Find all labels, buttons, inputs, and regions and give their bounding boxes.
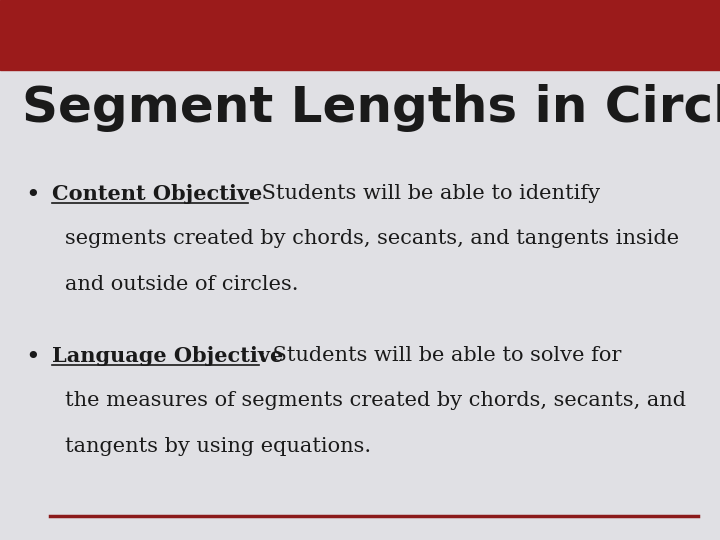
Text: the measures of segments created by chords, secants, and: the measures of segments created by chor… — [65, 392, 685, 410]
Text: Language Objective: Language Objective — [52, 346, 283, 366]
Text: : Students will be able to solve for: : Students will be able to solve for — [259, 346, 621, 365]
Text: Segment Lengths in Circles: Segment Lengths in Circles — [22, 84, 720, 132]
Text: Content Objective: Content Objective — [52, 184, 262, 204]
Bar — [0, 0, 720, 70]
Text: •: • — [25, 346, 40, 369]
Text: tangents by using equations.: tangents by using equations. — [65, 437, 371, 456]
Text: segments created by chords, secants, and tangents inside: segments created by chords, secants, and… — [65, 230, 679, 248]
Text: •: • — [25, 184, 40, 207]
Text: and outside of circles.: and outside of circles. — [65, 275, 298, 294]
Text: : Students will be able to identify: : Students will be able to identify — [248, 184, 600, 202]
